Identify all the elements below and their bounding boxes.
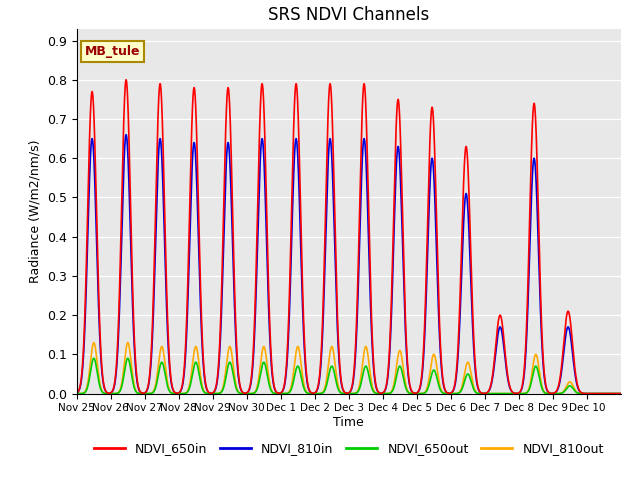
Legend: NDVI_650in, NDVI_810in, NDVI_650out, NDVI_810out: NDVI_650in, NDVI_810in, NDVI_650out, NDV… [89,437,609,460]
X-axis label: Time: Time [333,416,364,429]
Title: SRS NDVI Channels: SRS NDVI Channels [268,6,429,24]
Y-axis label: Radiance (W/m2/nm/s): Radiance (W/m2/nm/s) [29,140,42,283]
Text: MB_tule: MB_tule [85,45,140,58]
